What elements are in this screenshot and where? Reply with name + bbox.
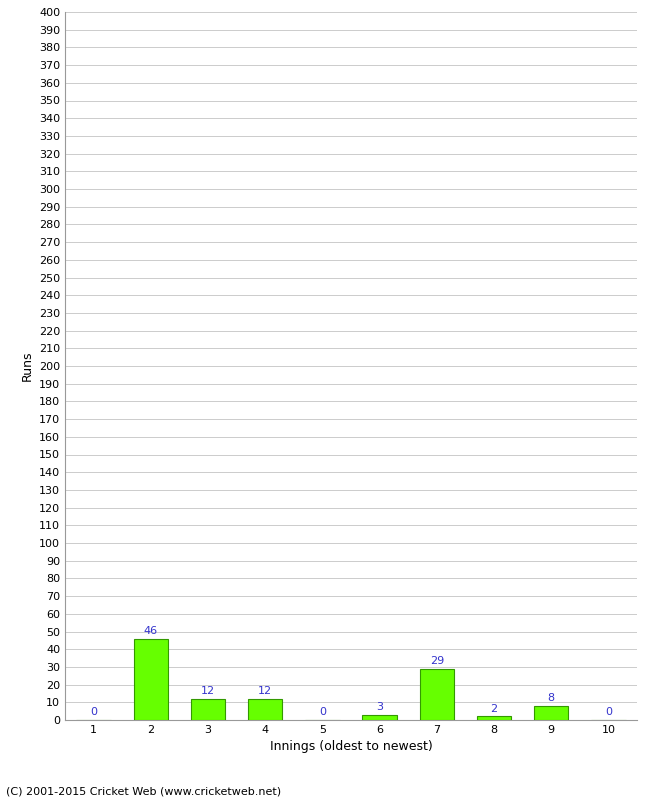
Bar — [477, 717, 511, 720]
Text: 12: 12 — [258, 686, 272, 696]
Text: 0: 0 — [90, 707, 97, 718]
X-axis label: Innings (oldest to newest): Innings (oldest to newest) — [270, 741, 432, 754]
Bar — [134, 638, 168, 720]
Bar — [363, 714, 396, 720]
Text: 3: 3 — [376, 702, 383, 712]
Text: 12: 12 — [201, 686, 215, 696]
Bar — [248, 698, 282, 720]
Text: 8: 8 — [548, 693, 554, 703]
Text: 2: 2 — [491, 704, 497, 714]
Text: 46: 46 — [144, 626, 158, 636]
Bar — [191, 698, 225, 720]
Bar — [534, 706, 568, 720]
Text: 0: 0 — [605, 707, 612, 718]
Text: (C) 2001-2015 Cricket Web (www.cricketweb.net): (C) 2001-2015 Cricket Web (www.cricketwe… — [6, 786, 281, 796]
Bar — [420, 669, 454, 720]
Text: 0: 0 — [319, 707, 326, 718]
Y-axis label: Runs: Runs — [20, 350, 33, 382]
Text: 29: 29 — [430, 656, 444, 666]
